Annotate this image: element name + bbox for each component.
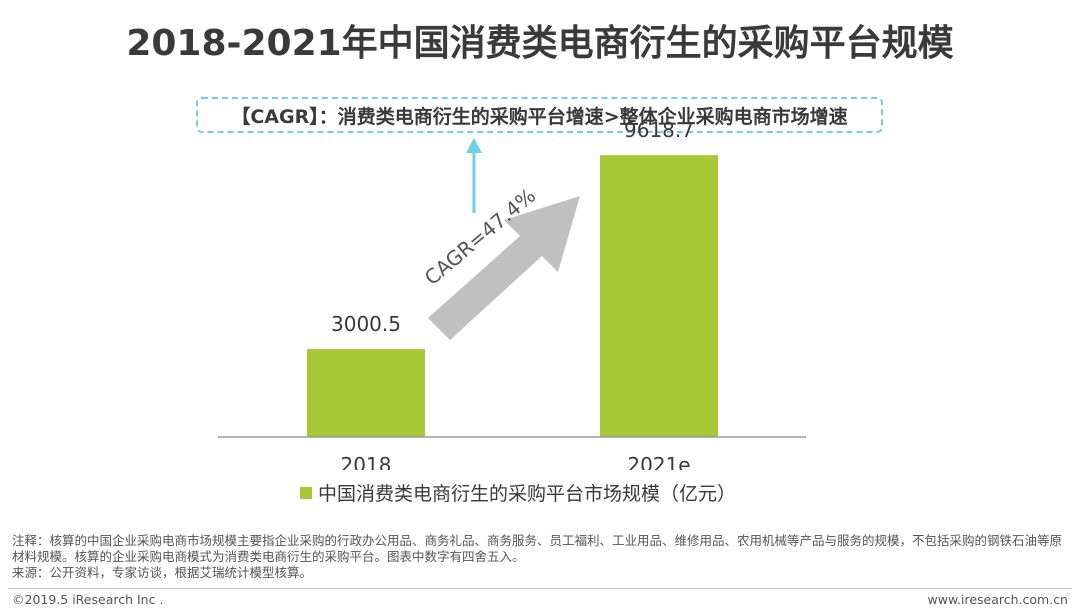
note-text: 注释：核算的中国企业采购电商市场规模主要指企业采购的行政办公用品、商务礼品、商务…	[12, 533, 1063, 564]
x-tick-label-2021e: 2021e	[627, 453, 690, 470]
copyright: ©2019.5 iResearch Inc .	[12, 592, 164, 607]
callout-connector-arrowhead	[466, 138, 482, 153]
bar-2021e	[600, 155, 718, 438]
footnote: 注释：核算的中国企业采购电商市场规模主要指企业采购的行政办公用品、商务礼品、商务…	[12, 533, 1072, 581]
chart-legend: 中国消费类电商衍生的采购平台市场规模（亿元）	[300, 479, 736, 506]
data-label-2021e: 9618.7	[624, 118, 694, 142]
website: www.iresearch.com.cn	[927, 592, 1069, 607]
bar-2018	[307, 349, 425, 437]
legend-swatch	[300, 486, 312, 499]
page-title: 2018-2021年中国消费类电商衍生的采购平台规模	[126, 23, 954, 64]
data-label-2018: 3000.5	[331, 312, 401, 336]
x-tick-label-2018: 2018	[341, 453, 392, 470]
growth-arrow-icon	[428, 196, 580, 340]
legend-label: 中国消费类电商衍生的采购平台市场规模（亿元）	[318, 483, 737, 505]
cagr-callout-text: 【CAGR】：消费类电商衍生的采购平台增速>整体企业采购电商市场增速	[231, 105, 848, 128]
footer-divider	[8, 588, 1072, 589]
source-text: 来源：公开资料，专家访谈，根据艾瑞统计模型核算。	[12, 565, 313, 580]
cagr-callout-box: 【CAGR】：消费类电商衍生的采购平台增速>整体企业采购电商市场增速	[196, 97, 883, 133]
